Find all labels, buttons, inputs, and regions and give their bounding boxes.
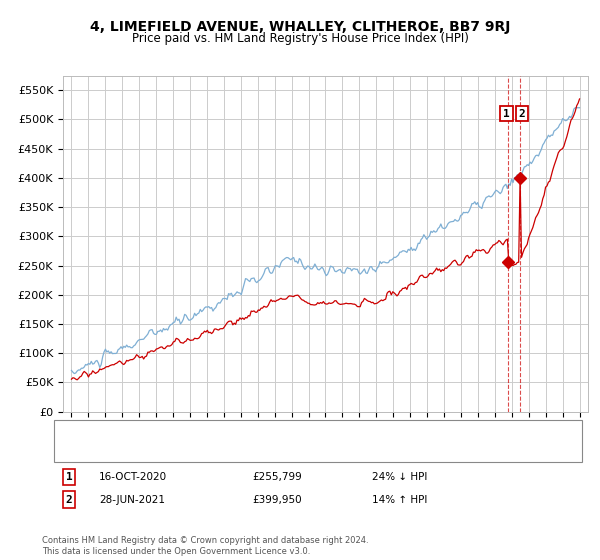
Text: £255,799: £255,799 xyxy=(252,472,302,482)
Text: ——: —— xyxy=(69,445,94,458)
Text: 16-OCT-2020: 16-OCT-2020 xyxy=(99,472,167,482)
Text: 14% ↑ HPI: 14% ↑ HPI xyxy=(372,494,427,505)
Text: 2: 2 xyxy=(518,109,525,119)
Text: Price paid vs. HM Land Registry's House Price Index (HPI): Price paid vs. HM Land Registry's House … xyxy=(131,32,469,45)
Text: £399,950: £399,950 xyxy=(252,494,302,505)
Text: ——: —— xyxy=(69,425,94,438)
Text: 1: 1 xyxy=(65,472,73,482)
Text: HPI: Average price, detached house, Ribble Valley: HPI: Average price, detached house, Ribb… xyxy=(99,446,343,456)
Text: 1: 1 xyxy=(503,109,510,119)
Text: 28-JUN-2021: 28-JUN-2021 xyxy=(99,494,165,505)
Text: 24% ↓ HPI: 24% ↓ HPI xyxy=(372,472,427,482)
Text: 2: 2 xyxy=(65,494,73,505)
Text: 4, LIMEFIELD AVENUE, WHALLEY, CLITHEROE, BB7 9RJ: 4, LIMEFIELD AVENUE, WHALLEY, CLITHEROE,… xyxy=(90,20,510,34)
Text: Contains HM Land Registry data © Crown copyright and database right 2024.
This d: Contains HM Land Registry data © Crown c… xyxy=(42,536,368,556)
Text: 4, LIMEFIELD AVENUE, WHALLEY, CLITHEROE, BB7 9RJ (detached house): 4, LIMEFIELD AVENUE, WHALLEY, CLITHEROE,… xyxy=(99,427,453,437)
